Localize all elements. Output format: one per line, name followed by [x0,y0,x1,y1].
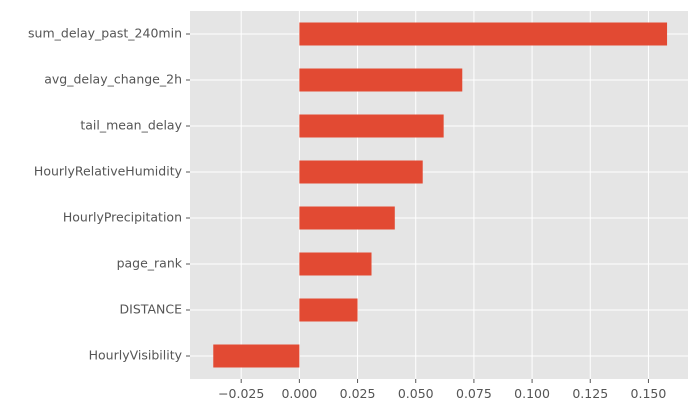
bar-hourlyvisibility [213,344,300,368]
x-tick-label: 0.075 [456,386,492,401]
y-tick-label: tail_mean_delay [80,118,182,133]
bar-avg-delay-change-2h [299,68,463,92]
bar-hourlyprecipitation [299,206,395,230]
x-tick-label: 0.100 [514,386,550,401]
x-tick-label: 0.000 [281,386,317,401]
x-tick-label: 0.125 [572,386,608,401]
x-tick-label: 0.050 [398,386,434,401]
bar-sum-delay-past-240min [299,22,668,46]
y-tick-label: HourlyRelativeHumidity [34,164,183,179]
bar-tail-mean-delay [299,114,444,138]
x-tick-label: −0.025 [218,386,264,401]
y-tick-label: HourlyVisibility [89,348,183,363]
bar-distance [299,298,358,322]
bar-page-rank [299,252,372,276]
x-tick-label: 0.025 [340,386,376,401]
bars [213,22,668,368]
x-axis-ticks: −0.025 0.000 0.025 0.050 0.075 0.100 0.125 0.15… [218,379,666,401]
grid-lines [190,11,688,379]
y-tick-label: avg_delay_change_2h [44,72,182,87]
y-tick-label: page_rank [117,256,183,271]
plot-area [190,11,688,379]
bar-hourlyrelativehumidity [299,160,423,184]
y-tick-label: sum_delay_past_240min [28,26,182,41]
y-tick-label: HourlyPrecipitation [63,210,182,225]
x-tick-label: 0.150 [631,386,667,401]
y-tick-label: DISTANCE [120,302,183,317]
y-axis-ticks: sum_delay_past_240min avg_delay_change_2h… [28,26,190,363]
